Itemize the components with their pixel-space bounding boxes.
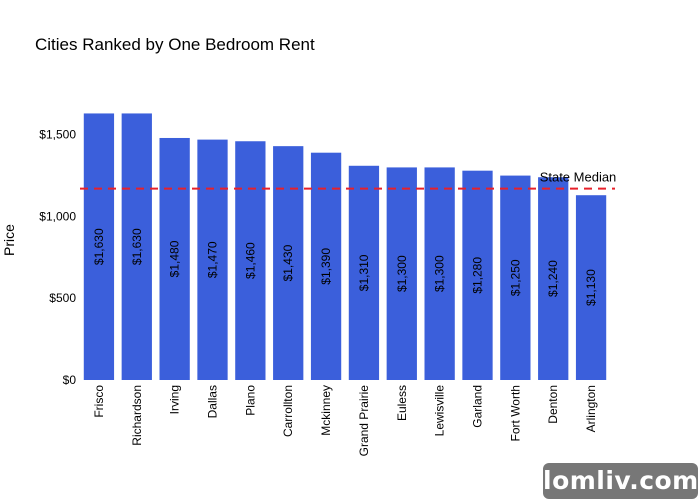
bar-value-label: $1,310 — [357, 254, 371, 291]
bar — [273, 146, 304, 380]
x-tick-label: Richardson — [130, 385, 144, 446]
bar — [538, 177, 569, 380]
bar-value-label: $1,130 — [584, 269, 598, 306]
bar-value-label: $1,630 — [92, 228, 106, 265]
bar — [159, 137, 190, 380]
x-tick-label: Fort Worth — [508, 385, 522, 441]
x-tick-label: Denton — [546, 385, 560, 424]
x-tick-label: Arlington — [584, 385, 598, 432]
x-tick-label: Mckinney — [319, 385, 333, 436]
bar — [235, 141, 266, 380]
bar-value-label: $1,240 — [546, 260, 560, 297]
y-tick-label: $0 — [63, 373, 77, 387]
x-tick-label: Carrollton — [281, 385, 295, 437]
bar-value-label: $1,300 — [433, 255, 447, 292]
value-labels-group: $1,630 $1,630 $1,480 $1,470 $1,460 $1,430 $1,3… — [92, 228, 598, 306]
bar — [575, 195, 607, 380]
bar-value-label: $1,390 — [319, 248, 333, 285]
bar-value-label: $1,630 — [130, 228, 144, 265]
y-axis-ticks: $0 $500 $1,000 $1,500 — [39, 128, 76, 387]
bar-value-label: $1,470 — [206, 241, 220, 278]
bar — [197, 139, 228, 380]
bar-value-label: $1,430 — [281, 244, 295, 281]
y-tick-label: $1,000 — [39, 209, 76, 223]
bar-value-label: $1,480 — [168, 240, 182, 277]
bar — [310, 152, 342, 380]
bar-value-label: $1,300 — [395, 255, 409, 292]
bar-value-label: $1,250 — [508, 259, 522, 296]
bar — [500, 175, 531, 380]
x-tick-label: Lewisville — [433, 385, 447, 437]
y-tick-label: $1,500 — [39, 128, 76, 142]
x-tick-label: Garland — [471, 385, 485, 428]
bar — [83, 113, 115, 381]
bars-group — [83, 113, 607, 381]
chart-title: Cities Ranked by One Bedroom Rent — [35, 35, 315, 54]
x-tick-label: Frisco — [92, 385, 106, 418]
bar — [386, 167, 417, 380]
bar — [121, 113, 152, 381]
x-tick-label: Euless — [395, 385, 409, 421]
x-tick-label: Irving — [168, 385, 182, 414]
x-tick-label: Plano — [243, 385, 257, 416]
x-tick-label: Grand Prairie — [357, 385, 371, 457]
x-axis-ticks: Frisco Richardson Irving Dallas Plano Carroll… — [92, 385, 598, 457]
bar — [424, 167, 455, 380]
y-axis-label: Price — [1, 224, 17, 256]
state-median-label: State Median — [540, 170, 617, 185]
bar — [348, 165, 380, 380]
bar-value-label: $1,460 — [243, 242, 257, 279]
bar — [462, 170, 493, 380]
x-tick-label: Dallas — [206, 385, 220, 418]
site-watermark: lomliv.com — [543, 463, 698, 499]
y-tick-label: $500 — [49, 291, 76, 305]
bar-value-label: $1,280 — [471, 257, 485, 294]
